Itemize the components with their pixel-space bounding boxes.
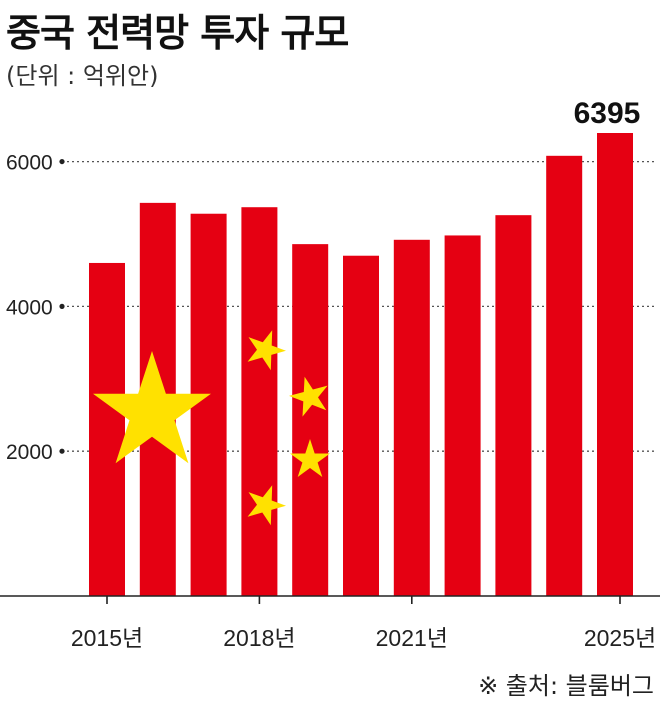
y-tick-mark-2000 <box>59 448 65 454</box>
y-tick-label-4000: 4000 <box>6 296 53 319</box>
y-tick-mark-6000 <box>59 158 65 165</box>
axes <box>0 158 660 604</box>
source-note: ※ 출처: 블룸버그 <box>478 672 654 700</box>
y-tick-mark-4000 <box>59 303 65 309</box>
data-label-2025: 6395 <box>574 97 641 130</box>
x-tick-label-2025: 2025년 <box>584 625 656 651</box>
bar-2022 <box>444 235 481 596</box>
x-tick-label-2015: 2015년 <box>71 625 143 651</box>
x-tick-label-2018: 2018년 <box>223 625 295 651</box>
bars <box>89 133 633 597</box>
bar-2023 <box>495 215 532 596</box>
chart-title: 중국 전력망 투자 규모 <box>6 11 349 55</box>
unit-label: (단위 : 억위안) <box>6 62 159 90</box>
bar-2021 <box>393 239 430 596</box>
bar-2017 <box>190 213 227 596</box>
small-star-icon-3 <box>290 439 330 477</box>
small-star-icon-1 <box>247 330 286 371</box>
y-tick-label-6000: 6000 <box>6 152 53 175</box>
bar-2018 <box>241 207 278 596</box>
flag-stars <box>93 330 330 526</box>
bar-2020 <box>343 255 379 596</box>
x-tick-label-2021: 2021년 <box>376 625 448 651</box>
bar-2019 <box>292 244 329 597</box>
small-star-icon-2 <box>289 376 328 417</box>
y-tick-label-2000: 2000 <box>6 441 53 464</box>
labels: 2000 4000 6000 2015년 2018년 2021년 2025년 6395 <box>6 97 656 651</box>
bar-2024 <box>546 155 583 596</box>
small-star-icon-4 <box>247 485 286 526</box>
bar-2025 <box>597 133 633 596</box>
big-star-icon <box>93 351 211 464</box>
bar-2015 <box>89 262 125 596</box>
